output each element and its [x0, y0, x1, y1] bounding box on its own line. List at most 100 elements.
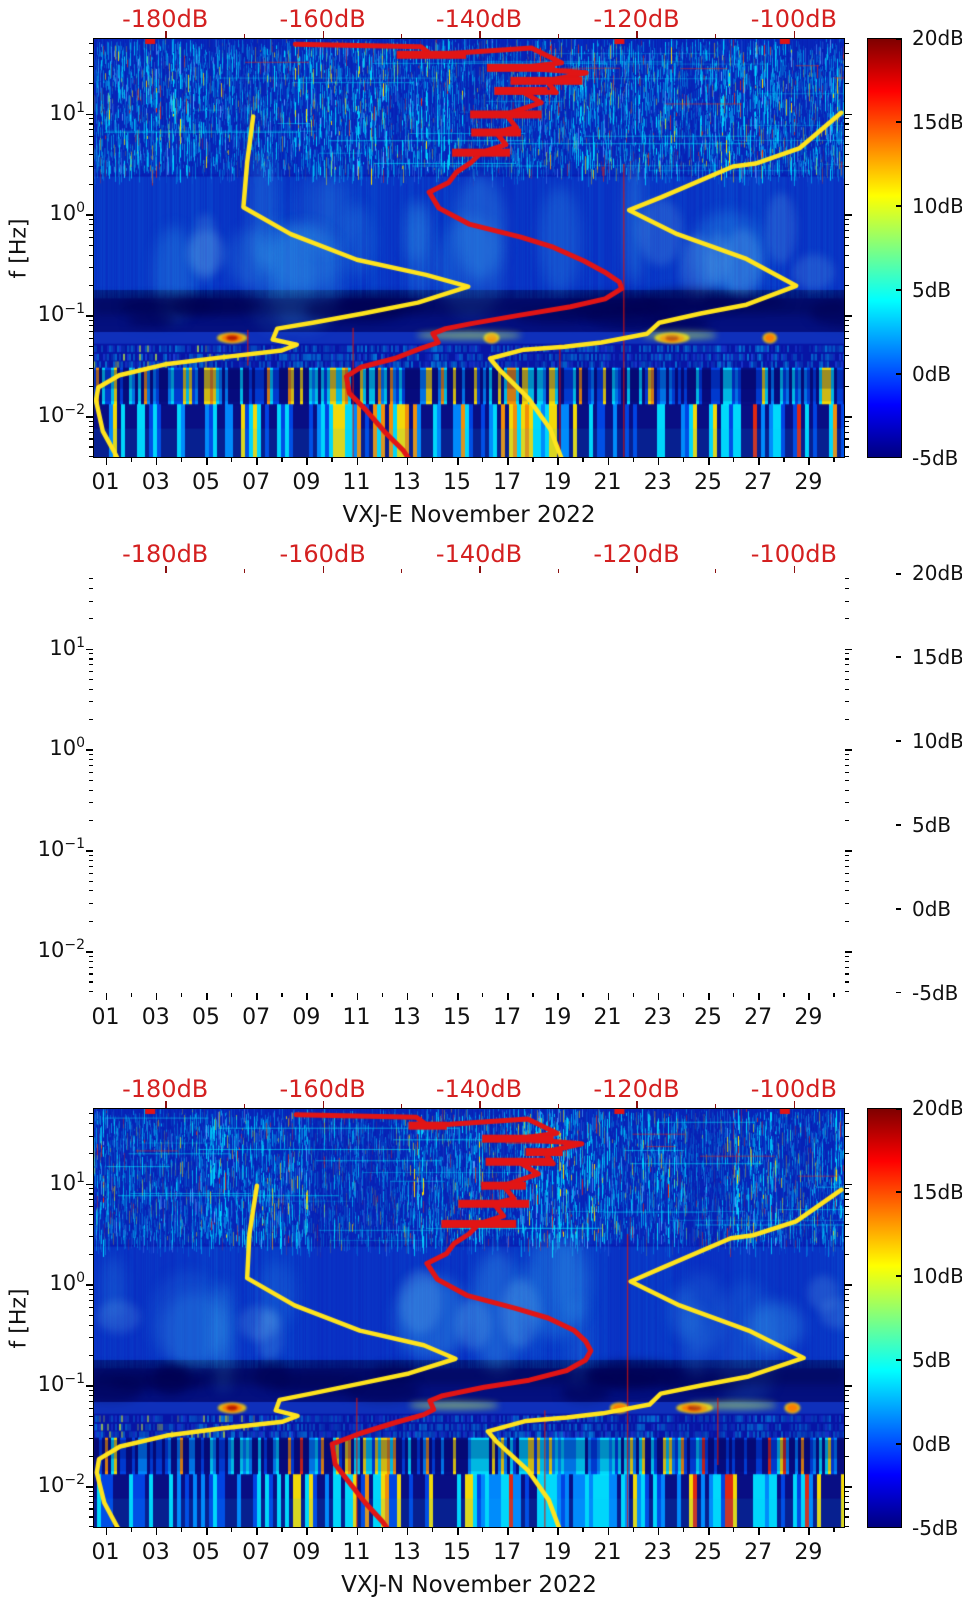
y-minor-tick	[89, 966, 93, 968]
y-minor-tick-right	[845, 854, 849, 856]
x-minor-tick	[783, 1528, 785, 1532]
colorbar	[867, 38, 902, 458]
y-minor-tick-right	[845, 966, 849, 968]
x-tick-label: 21	[593, 470, 622, 495]
y-minor-tick	[89, 284, 93, 287]
x-tick-label: 27	[744, 470, 773, 495]
y-minor-tick	[89, 587, 93, 590]
y-minor-tick	[89, 1223, 93, 1225]
y-minor-tick-right	[845, 284, 849, 287]
colorbar-tick	[896, 1443, 901, 1445]
y-minor-tick	[89, 1508, 93, 1510]
x-tick	[205, 993, 208, 1000]
top-axis-label: -160dB	[279, 540, 366, 568]
top-axis-tick	[322, 31, 325, 38]
x-minor-tick	[532, 993, 534, 997]
y-minor-tick	[89, 578, 93, 580]
x-tick-label: 15	[442, 1005, 471, 1030]
y-minor-tick-right	[845, 1495, 849, 1497]
y-minor-tick	[89, 859, 93, 862]
colorbar-label: -5dB	[912, 446, 959, 470]
y-minor-tick	[89, 456, 93, 458]
y-minor-tick-right	[845, 618, 849, 620]
y-minor-tick	[89, 1490, 93, 1492]
x-minor-tick	[682, 458, 685, 462]
y-minor-tick	[89, 854, 93, 856]
y-minor-tick	[89, 653, 93, 655]
panel-title: VXJ-N November 2022	[341, 1572, 597, 1598]
y-minor-tick-right	[845, 678, 849, 681]
x-tick-label: 09	[292, 1005, 321, 1030]
top-axis-label: -160dB	[279, 5, 366, 33]
x-minor-tick	[231, 1528, 233, 1532]
x-tick	[507, 458, 509, 465]
y-minor-tick	[89, 1213, 93, 1216]
x-tick	[306, 1528, 308, 1535]
x-minor-tick	[833, 993, 835, 997]
x-minor-tick	[482, 458, 484, 462]
x-tick-label: 07	[242, 1540, 271, 1565]
x-tick	[758, 458, 760, 465]
y-minor-tick	[89, 330, 93, 332]
y-minor-tick	[89, 385, 93, 387]
y-minor-tick-right	[845, 1223, 849, 1225]
top-axis-label: -140dB	[435, 5, 523, 33]
y-minor-tick	[89, 1289, 93, 1291]
x-tick	[707, 993, 710, 1000]
colorbar-tick	[896, 1108, 901, 1110]
y-minor-tick-right	[845, 153, 849, 155]
y-tick-right	[845, 1486, 852, 1488]
y-minor-tick-right	[845, 1188, 849, 1190]
top-axis-minor-tick	[714, 34, 717, 38]
y-minor-tick	[89, 955, 93, 957]
x-tick-label: 07	[242, 470, 271, 495]
y-minor-tick-right	[845, 779, 849, 781]
x-tick	[707, 1528, 710, 1535]
colorbar-tick	[896, 573, 901, 575]
y-minor-tick-right	[845, 759, 849, 761]
y-tick	[86, 951, 93, 953]
y-minor-tick-right	[845, 920, 849, 922]
y-tick-right	[845, 850, 852, 852]
x-tick-label: 13	[392, 470, 421, 495]
top-axis-minor-tick	[400, 569, 403, 573]
x-tick-label: 19	[543, 470, 572, 495]
y-tick-label: 10−2	[37, 1472, 85, 1497]
x-tick	[456, 1528, 459, 1535]
y-minor-tick-right	[845, 902, 849, 905]
y-minor-tick	[89, 129, 93, 131]
y-tick	[86, 1385, 93, 1387]
top-axis-minor-tick	[400, 1104, 403, 1108]
y-tick	[86, 315, 93, 317]
y-minor-tick-right	[845, 267, 849, 269]
y-tick-right	[845, 951, 852, 953]
y-minor-tick-right	[845, 859, 849, 862]
x-tick-label: 13	[392, 1005, 421, 1030]
y-minor-tick-right	[845, 960, 849, 962]
y-minor-tick	[89, 658, 93, 660]
y-minor-tick-right	[845, 219, 849, 221]
y-minor-tick	[89, 1389, 93, 1391]
x-tick	[808, 1528, 810, 1535]
x-minor-tick	[331, 458, 333, 462]
y-minor-tick-right	[845, 43, 849, 45]
y-minor-tick	[89, 425, 93, 427]
top-axis-label: -140dB	[435, 540, 523, 568]
y-minor-tick	[89, 1199, 93, 1201]
x-tick	[758, 993, 760, 1000]
top-axis-label: -180dB	[122, 540, 209, 568]
top-axis-tick	[636, 566, 639, 573]
x-minor-tick	[783, 458, 785, 462]
colorbar-label: 0dB	[912, 362, 952, 386]
y-minor-tick-right	[845, 123, 849, 125]
panel-title: VXJ-E November 2022	[342, 502, 596, 528]
colorbar-tick	[896, 289, 901, 291]
x-minor-tick	[733, 458, 735, 462]
y-minor-tick-right	[845, 1153, 849, 1155]
y-tick-right	[845, 416, 852, 418]
x-tick-label: 07	[242, 1005, 271, 1030]
x-minor-tick	[381, 1528, 384, 1532]
y-minor-tick	[89, 1407, 93, 1409]
x-minor-tick	[582, 1528, 584, 1532]
y-minor-tick-right	[845, 143, 849, 146]
